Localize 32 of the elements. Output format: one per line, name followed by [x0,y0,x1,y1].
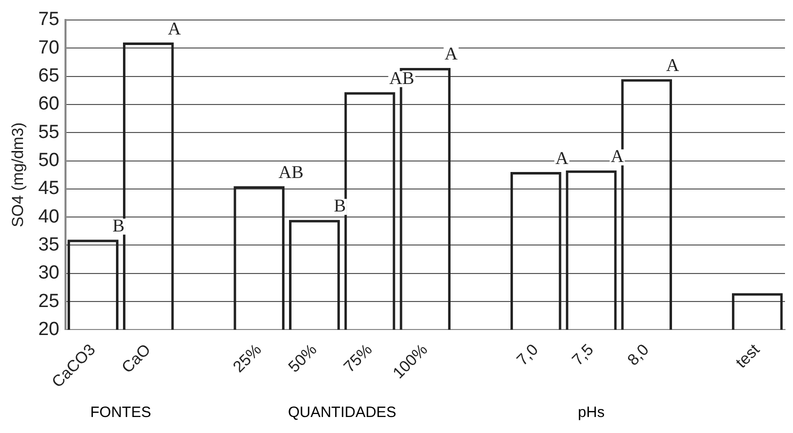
y-tick-label: 45 [38,178,60,200]
y-tick-label: 35 [38,234,60,256]
y-tick-label: 20 [38,318,60,340]
x-tick-label: 75% [341,341,376,376]
x-tick-label: 8,0 [624,341,653,370]
annotation: AB [389,68,414,88]
text: FONTES [90,404,152,421]
y-tick-label: 30 [38,262,60,284]
annotation: B [334,196,346,216]
annotation: B [112,215,124,236]
x-tick-label: CaO [119,341,154,377]
x-tick-label: 50% [286,341,320,376]
x-tick-label: 7,5 [569,341,598,370]
y-axis-title: SO4 (mg/dm3) [10,122,28,228]
annotation: A [555,148,568,168]
y-tick-label: 75 [38,9,60,30]
annotation: A [610,146,624,166]
annotation: A [444,44,458,64]
y-tick-label: 50 [38,150,60,172]
x-tick-label: 7,0 [514,341,542,370]
y-tick-label: 40 [38,206,60,228]
annotation: A [666,54,680,75]
y-tick-label: 25 [38,290,60,312]
y-tick-label: 65 [38,66,60,87]
y-tick-label: 55 [38,122,60,143]
x-tick-label: test [733,341,764,372]
text: QUANTIDADES [288,404,396,421]
annotation: AB [278,162,304,182]
y-tick-label: 60 [38,94,60,115]
y-tick-label: 70 [38,37,60,58]
annotation: A [168,18,181,38]
text: pHs [578,404,605,421]
